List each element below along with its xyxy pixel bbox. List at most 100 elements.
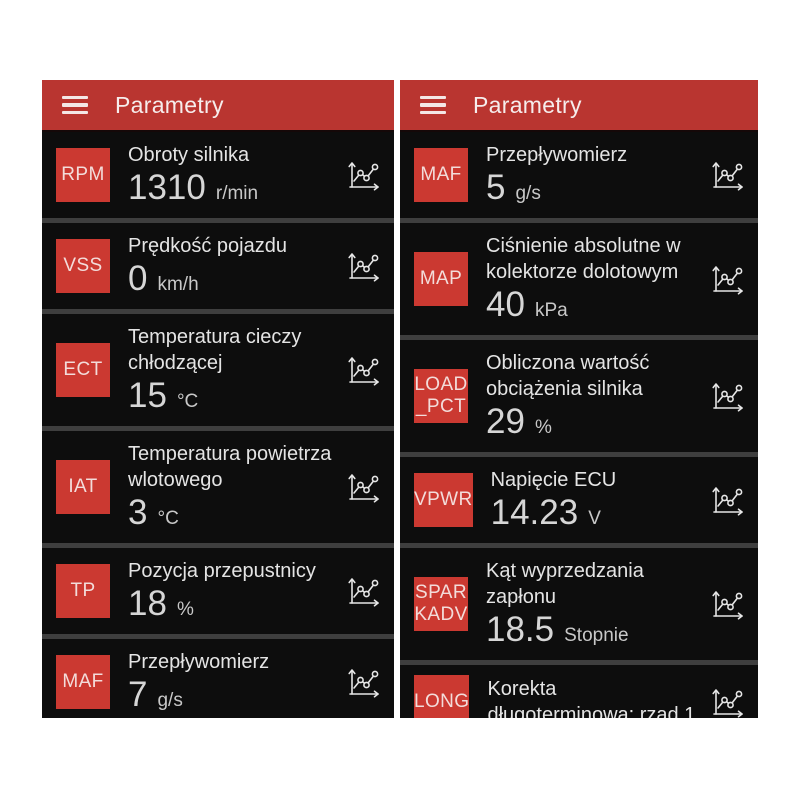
parameter-unit: °C	[157, 508, 179, 529]
parameter-label: Ciśnienie absolutne w kolektorze dolotow…	[486, 235, 681, 283]
parameters-screen-left: Parametry RPM Obroty silnika 1310 r/min	[42, 80, 394, 718]
parameter-row[interactable]: LOAD _PCT Obliczona wartość obciążenia s…	[400, 335, 758, 452]
chart-icon[interactable]	[346, 575, 382, 607]
parameter-text: Obliczona wartość obciążenia silnika 29 …	[486, 350, 702, 442]
parameter-value-line: 18 %	[128, 584, 338, 624]
parameter-row[interactable]: MAF Przepływomierz 7 g/s	[42, 634, 394, 718]
parameter-value: 0	[128, 259, 148, 298]
parameter-value: 18	[128, 584, 167, 623]
parameter-label: Obliczona wartość obciążenia silnika	[486, 352, 650, 400]
parameter-unit: %	[176, 599, 194, 620]
parameter-value-line: 5 g/s	[486, 168, 702, 208]
parameter-row[interactable]: MAP Ciśnienie absolutne w kolektorze dol…	[400, 218, 758, 335]
parameter-label: Przepływomierz	[486, 144, 628, 166]
parameter-label: Temperatura powietrza wlotowego	[128, 443, 332, 491]
chart-icon[interactable]	[346, 250, 382, 282]
parameter-row[interactable]: LONG Korekta długoterminowa: rząd 1	[400, 660, 758, 718]
parameter-text: Kąt wyprzedzania zapłonu 18.5 Stopnie	[486, 558, 702, 650]
chart-icon[interactable]	[710, 159, 746, 191]
parameter-code-badge: VPWR	[414, 473, 473, 527]
chart-icon[interactable]	[346, 159, 382, 191]
parameter-unit: °C	[176, 391, 199, 412]
parameter-unit: kPa	[534, 300, 568, 321]
parameter-row[interactable]: ECT Temperatura cieczy chłodzącej 15 °C	[42, 309, 394, 426]
parameter-text: Ciśnienie absolutne w kolektorze dolotow…	[486, 233, 702, 325]
parameter-code-badge: TP	[56, 564, 110, 618]
parameter-text: Przepływomierz 7 g/s	[128, 649, 338, 715]
app-bar: Parametry	[400, 80, 758, 132]
menu-icon[interactable]	[62, 95, 88, 115]
parameter-value-line: 29 %	[486, 402, 702, 442]
app-bar: Parametry	[42, 80, 394, 132]
parameter-row[interactable]: IAT Temperatura powietrza wlotowego 3 °C	[42, 426, 394, 543]
parameter-row[interactable]: SPAR KADV Kąt wyprzedzania zapłonu 18.5 …	[400, 543, 758, 660]
parameter-code-badge: MAP	[414, 252, 468, 306]
parameter-unit: Stopnie	[564, 625, 629, 646]
chart-icon[interactable]	[346, 471, 382, 503]
parameter-row[interactable]: MAF Przepływomierz 5 g/s	[400, 132, 758, 218]
parameter-code-badge: MAF	[414, 148, 468, 202]
parameter-code-badge: MAF	[56, 655, 110, 709]
parameter-label: Prędkość pojazdu	[128, 235, 287, 257]
parameter-text: Temperatura powietrza wlotowego 3 °C	[128, 441, 338, 533]
parameter-row[interactable]: VSS Prędkość pojazdu 0 km/h	[42, 218, 394, 309]
parameter-label: Korekta długoterminowa: rząd 1	[487, 678, 696, 718]
parameter-value: 7	[128, 675, 148, 714]
parameter-label: Pozycja przepustnicy	[128, 560, 316, 582]
parameter-code-badge: VSS	[56, 239, 110, 293]
parameter-list: MAF Przepływomierz 5 g/s MAP Ciśnien	[400, 132, 758, 718]
parameter-text: Przepływomierz 5 g/s	[486, 142, 702, 208]
chart-icon[interactable]	[710, 484, 746, 516]
parameter-label: Napięcie ECU	[490, 469, 617, 491]
parameter-value-line: 3 °C	[128, 493, 338, 533]
chart-icon[interactable]	[346, 354, 382, 386]
parameter-row[interactable]: RPM Obroty silnika 1310 r/min	[42, 132, 394, 218]
parameter-label: Przepływomierz	[128, 651, 270, 673]
parameter-text: Obroty silnika 1310 r/min	[128, 142, 338, 208]
chart-icon[interactable]	[710, 686, 746, 718]
parameter-value-line: 1310 r/min	[128, 168, 338, 208]
parameter-code-badge: LOAD _PCT	[414, 369, 468, 423]
parameter-code-badge: LONG	[414, 675, 470, 718]
parameter-label: Obroty silnika	[128, 144, 250, 166]
chart-icon[interactable]	[346, 666, 382, 698]
parameter-text: Napięcie ECU 14.23 V	[491, 467, 702, 533]
parameter-value: 1310	[128, 168, 206, 207]
parameters-screen-right: Parametry MAF Przepływomierz 5 g/s	[400, 80, 758, 718]
menu-icon[interactable]	[420, 95, 446, 115]
parameter-text: Temperatura cieczy chłodzącej 15 °C	[128, 324, 338, 416]
parameter-value-line: 14.23 V	[491, 493, 702, 533]
page-title: Parametry	[473, 91, 582, 118]
parameter-value: 29	[486, 402, 525, 441]
page-title: Parametry	[115, 91, 224, 118]
chart-icon[interactable]	[710, 380, 746, 412]
parameter-label: Temperatura cieczy chłodzącej	[128, 326, 302, 374]
parameter-value: 14.23	[490, 493, 579, 532]
parameter-value-line: 0 km/h	[128, 259, 338, 299]
parameter-list: RPM Obroty silnika 1310 r/min VSS Pr	[42, 132, 394, 718]
parameter-unit: r/min	[215, 183, 259, 204]
parameter-row[interactable]: VPWR Napięcie ECU 14.23 V	[400, 452, 758, 543]
parameter-unit: V	[588, 508, 601, 529]
parameter-code-badge: IAT	[56, 460, 110, 514]
parameter-value: 15	[128, 376, 167, 415]
parameter-value-line: 7 g/s	[128, 675, 338, 715]
parameter-text: Pozycja przepustnicy 18 %	[128, 558, 338, 624]
parameter-value-line: 18.5 Stopnie	[486, 610, 702, 650]
parameter-unit: g/s	[515, 183, 541, 204]
parameter-value: 18.5	[486, 610, 555, 649]
parameter-unit: %	[534, 417, 552, 438]
parameter-value-line: 40 kPa	[486, 285, 702, 325]
parameter-code-badge: RPM	[56, 148, 110, 202]
parameter-code-badge: SPAR KADV	[414, 577, 468, 631]
parameter-text: Korekta długoterminowa: rząd 1	[487, 676, 702, 718]
parameter-text: Prędkość pojazdu 0 km/h	[128, 233, 338, 299]
parameter-unit: km/h	[157, 274, 199, 295]
parameter-label: Kąt wyprzedzania zapłonu	[486, 560, 644, 608]
chart-icon[interactable]	[710, 263, 746, 295]
chart-icon[interactable]	[710, 588, 746, 620]
parameter-row[interactable]: TP Pozycja przepustnicy 18 %	[42, 543, 394, 634]
parameter-value: 40	[486, 285, 525, 324]
parameter-value: 3	[128, 493, 148, 532]
